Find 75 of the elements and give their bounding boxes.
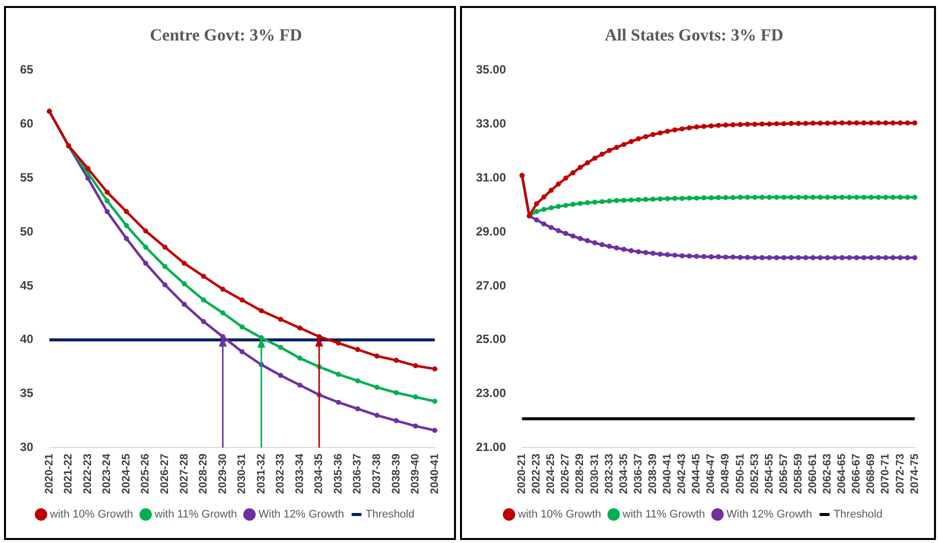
legend-label: with 11% Growth xyxy=(154,508,237,521)
x-tick-label: 2026-27 xyxy=(560,454,572,494)
legend-label: Threshold xyxy=(366,508,414,521)
x-tick-label: 2048-49 xyxy=(720,454,732,494)
x-tick-label: 2026-27 xyxy=(159,454,172,494)
x-tick-label: 2062-63 xyxy=(822,454,834,494)
x-tick-label: 2029-30 xyxy=(216,454,229,494)
y-tick-label: 27.00 xyxy=(476,278,506,292)
legend-label: Threshold xyxy=(834,508,882,521)
x-tick-label: 2032-33 xyxy=(274,454,287,494)
y-tick-label: 29.00 xyxy=(476,224,506,238)
y-tick-label: 31.00 xyxy=(476,170,506,184)
x-tick-label: 2021-22 xyxy=(62,454,75,494)
x-tick-label: 2064-65 xyxy=(836,454,848,494)
y-tick-label: 50 xyxy=(20,224,34,238)
legend-label: with 10% Growth xyxy=(517,508,602,521)
x-tick-label: 2028-29 xyxy=(574,454,586,494)
x-tick-label: 2046-47 xyxy=(705,454,718,494)
y-tick-label: 60 xyxy=(20,116,34,131)
x-tick-label: 2028-29 xyxy=(198,454,210,494)
x-tick-label: 2054-55 xyxy=(763,454,776,494)
x-tick-label: 2042-43 xyxy=(676,454,688,494)
x-tick-label: 2050-51 xyxy=(734,454,746,494)
x-tick-label: 2036-37 xyxy=(632,454,644,494)
x-tick-label: 2044-45 xyxy=(690,454,703,494)
x-tick-label: 2027-28 xyxy=(178,454,190,494)
x-tick-label: 2040-41 xyxy=(662,454,674,494)
y-tick-label: 23.00 xyxy=(476,386,506,400)
y-tick-label: 30 xyxy=(20,440,34,454)
x-tick-label: 2072-73 xyxy=(894,454,906,494)
x-tick-label: 2035-36 xyxy=(332,454,344,494)
legend-label: With 12% Growth xyxy=(258,508,344,521)
x-tick-label: 2052-53 xyxy=(748,454,761,494)
x-tick-label: 2037-38 xyxy=(371,454,384,494)
x-tick-label: 2030-31 xyxy=(588,454,601,494)
x-tick-label: 2040-41 xyxy=(428,454,441,494)
x-tick-label: 2039-40 xyxy=(410,454,422,494)
chart-title: All States Govts: 3% FD xyxy=(604,26,784,45)
legend-label: with 11% Growth xyxy=(622,508,705,521)
x-tick-label: 2022-23 xyxy=(82,454,94,494)
x-tick-label: 2033-34 xyxy=(294,452,306,494)
x-tick-label: 2034-35 xyxy=(618,454,630,494)
y-tick-label: 35.00 xyxy=(476,62,506,77)
chart-title: Centre Govt: 3% FD xyxy=(150,26,302,45)
x-tick-label: 2056-57 xyxy=(778,454,790,494)
y-tick-label: 35 xyxy=(20,386,34,400)
x-tick-label: 2074-75 xyxy=(908,454,921,494)
x-tick-label: 2060-61 xyxy=(807,454,819,494)
x-tick-label: 2032-33 xyxy=(603,454,616,494)
x-tick-label: 2030-31 xyxy=(236,454,248,494)
x-tick-label: 2034-35 xyxy=(313,454,326,494)
x-tick-label: 2036-37 xyxy=(352,454,364,494)
x-tick-label: 2024-25 xyxy=(545,454,558,494)
x-tick-label: 2070-71 xyxy=(880,454,892,494)
y-tick-label: 25.00 xyxy=(476,332,506,346)
y-tick-label: 45 xyxy=(20,278,34,292)
y-tick-label: 40 xyxy=(20,332,34,346)
x-tick-label: 2024-25 xyxy=(120,454,132,494)
x-tick-label: 2066-67 xyxy=(850,454,863,494)
legend-label: with 10% Growth xyxy=(49,508,134,521)
x-tick-label: 2020-21 xyxy=(43,454,56,494)
x-tick-label: 2023-24 xyxy=(101,452,114,494)
x-tick-label: 2022-23 xyxy=(530,454,543,494)
x-tick-label: 2020-21 xyxy=(516,454,528,494)
y-tick-label: 55 xyxy=(20,170,34,184)
x-tick-label: 2031-32 xyxy=(255,454,268,494)
x-tick-label: 2038-39 xyxy=(390,454,402,494)
legend-label: With 12% Growth xyxy=(726,508,812,521)
y-tick-label: 65 xyxy=(20,62,34,77)
y-tick-label: 21.00 xyxy=(476,440,506,454)
x-tick-label: 2058-59 xyxy=(792,454,804,494)
y-tick-label: 33.00 xyxy=(476,116,506,131)
x-tick-label: 2038-39 xyxy=(646,454,659,494)
x-tick-label: 2068-69 xyxy=(865,454,878,494)
x-tick-label: 2025-26 xyxy=(140,454,152,494)
